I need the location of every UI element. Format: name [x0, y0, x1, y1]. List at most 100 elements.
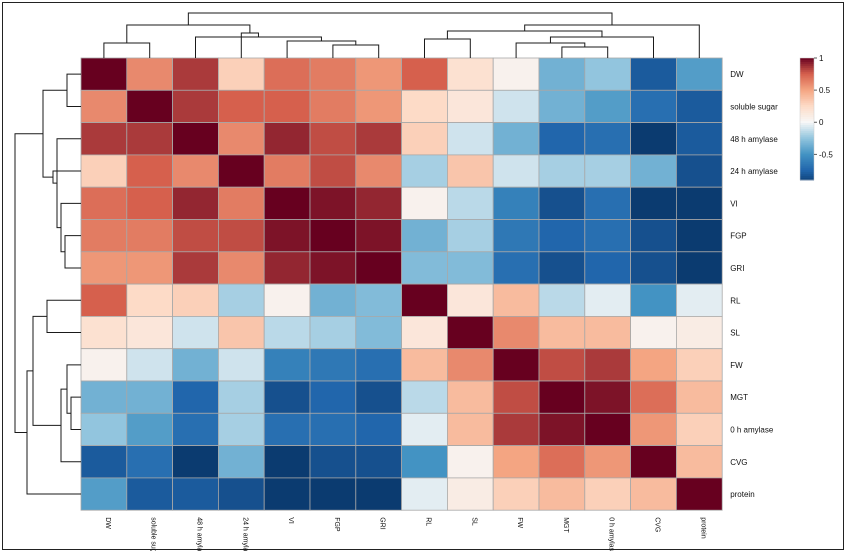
heatmap-cell-cvg-gri: [355, 445, 402, 479]
colorbar-segment: [800, 167, 814, 171]
heatmap-cell-soluble-sugar-48-h-amylase: [172, 89, 219, 124]
row-label-rl: RL: [730, 296, 741, 305]
heatmap-cell-gri-vi: [263, 251, 311, 285]
heatmap-cell-24-h-amylase-fgp: [309, 154, 357, 188]
column-label-24-h-amylase: 24 h amylase: [241, 517, 248, 551]
colorbar-segment: [800, 60, 814, 63]
heatmap-cell-rl-vi: [263, 283, 311, 317]
heatmap-cell-rl-fgp: [309, 283, 357, 317]
colorbar-segment: [800, 133, 814, 136]
heatmap-cell-gri-sl: [446, 251, 494, 285]
heatmap-cell-48-h-amylase-soluble-sugar: [126, 122, 174, 156]
heatmap-cell-sl-gri: [355, 315, 402, 350]
heatmap-cell-sl-dw: [80, 315, 128, 350]
colorbar-segment: [800, 147, 814, 150]
row-dendrogram-link: [42, 89, 67, 178]
heatmap-cell-fw-sl: [446, 348, 494, 382]
heatmap-cell-48-h-amylase-dw: [80, 122, 128, 156]
heatmap-cell-0-h-amylase-soluble-sugar: [126, 412, 174, 446]
heatmap-cell-sl-sl: [446, 315, 494, 350]
colorbar-segment: [800, 76, 814, 79]
heatmap-cell-soluble-sugar-sl: [446, 89, 494, 124]
row-dendrogram-link: [14, 133, 43, 433]
colorbar-segment: [800, 114, 814, 118]
heatmap-cell-48-h-amylase-protein: [676, 122, 723, 156]
heatmap-cell-mgt-fgp: [309, 380, 357, 414]
heatmap-cell-rl-48-h-amylase: [172, 283, 219, 317]
heatmap-cell-mgt-gri: [355, 380, 402, 414]
heatmap-cell-dw-protein: [676, 57, 723, 91]
heatmap-cell-0-h-amylase-fw: [492, 412, 540, 446]
colorbar-segment: [800, 123, 814, 126]
column-dendrogram-link: [103, 42, 151, 58]
heatmap-cell-fgp-0-h-amylase: [584, 219, 631, 253]
heatmap-cell-fgp-rl: [401, 219, 448, 253]
colorbar-segment: [800, 84, 814, 87]
heatmap-cell-mgt-protein: [676, 380, 723, 414]
colorbar-tick-label: 1: [819, 54, 824, 63]
heatmap-cell-fgp-mgt: [538, 219, 586, 253]
column-label-vi: VI: [287, 517, 294, 524]
heatmap-cell-0-h-amylase-48-h-amylase: [172, 412, 219, 446]
colorbar-segment: [800, 149, 814, 153]
heatmap-cell-gri-protein: [676, 251, 723, 285]
heatmap-cell-vi-rl: [401, 186, 448, 220]
heatmap-cell-protein-fgp: [309, 477, 357, 511]
heatmap-cell-48-h-amylase-48-h-amylase: [172, 122, 219, 156]
row-label-fgp: FGP: [730, 232, 746, 241]
heatmap-cell-rl-0-h-amylase: [584, 283, 631, 317]
colorbar-segment: [800, 100, 814, 104]
colorbar-segment: [800, 171, 814, 175]
heatmap-cell-0-h-amylase-mgt: [538, 412, 586, 446]
heatmap-cell-gri-24-h-amylase: [217, 251, 265, 285]
heatmap-cell-cvg-protein: [676, 445, 723, 479]
heatmap-cell-dw-soluble-sugar: [126, 57, 174, 91]
colorbar-segment: [800, 90, 814, 94]
colorbar-segment: [800, 161, 814, 165]
heatmap-cell-rl-protein: [676, 283, 723, 317]
row-label-protein: protein: [730, 490, 754, 499]
heatmap-cell-0-h-amylase-cvg: [630, 412, 677, 446]
colorbar-segment: [800, 74, 814, 77]
heatmap-cell-rl-dw: [80, 283, 128, 317]
heatmap-cell-mgt-mgt: [538, 380, 586, 414]
heatmap-cell-sl-mgt: [538, 315, 586, 350]
row-label-soluble-sugar: soluble sugar: [730, 102, 778, 111]
heatmap-cell-mgt-vi: [263, 380, 311, 414]
colorbar-tick-label: -0.5: [819, 150, 833, 159]
heatmap-cell-gri-0-h-amylase: [584, 251, 631, 285]
row-label-dw: DW: [730, 70, 744, 79]
heatmap-cell-soluble-sugar-gri: [355, 89, 402, 124]
row-label-mgt: MGT: [730, 393, 748, 402]
heatmap-cell-fw-vi: [263, 348, 311, 382]
colorbar-segment: [800, 143, 814, 146]
colorbar-segment: [800, 151, 814, 155]
heatmap-cell-soluble-sugar-mgt: [538, 89, 586, 124]
column-label-fw: FW: [516, 517, 523, 528]
column-dendrogram-link: [286, 40, 357, 58]
heatmap-cell-vi-fw: [492, 186, 540, 220]
heatmap-cell-fgp-sl: [446, 219, 494, 253]
heatmap-cell-dw-mgt: [538, 57, 586, 91]
heatmap-cell-24-h-amylase-0-h-amylase: [584, 154, 631, 188]
colorbar-segment: [800, 116, 814, 120]
row-dendrogram-link: [66, 364, 81, 414]
column-label-cvg: CVG: [654, 517, 661, 532]
colorbar-segment: [800, 135, 814, 138]
heatmap-cell-rl-gri: [355, 283, 402, 317]
heatmap-cell-sl-protein: [676, 315, 723, 350]
heatmap-cell-soluble-sugar-soluble-sugar: [126, 89, 174, 124]
heatmap-cell-cvg-fw: [492, 445, 540, 479]
column-label-rl: RL: [425, 517, 432, 526]
heatmap-cell-gri-dw: [80, 251, 128, 285]
heatmap-cell-protein-24-h-amylase: [217, 477, 265, 511]
heatmap-cell-0-h-amylase-rl: [401, 412, 448, 446]
heatmap-cell-protein-soluble-sugar: [126, 477, 174, 511]
column-label-48-h-amylase: 48 h amylase: [196, 517, 203, 551]
heatmap-cell-0-h-amylase-vi: [263, 412, 311, 446]
heatmap-cell-vi-24-h-amylase: [217, 186, 265, 220]
column-label-gri: GRI: [379, 517, 386, 530]
heatmap-cell-mgt-fw: [492, 380, 540, 414]
heatmap-cell-dw-gri: [355, 57, 402, 91]
colorbar-segment: [800, 131, 814, 134]
